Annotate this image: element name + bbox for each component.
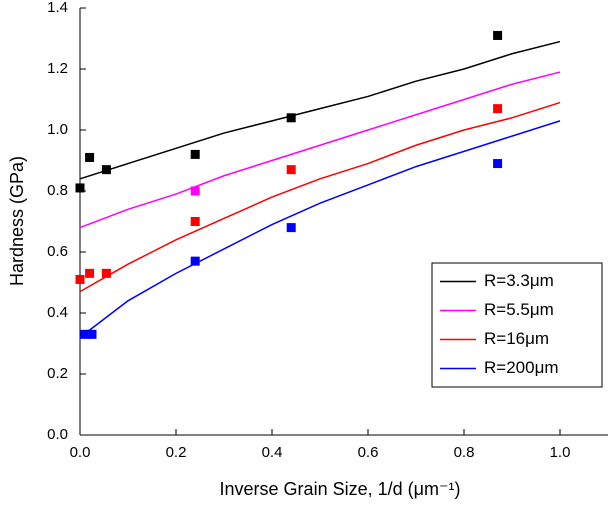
y-tick-label: 1.2: [47, 60, 68, 77]
fit-line: [79, 101, 561, 293]
y-tick-label: 0.4: [47, 304, 68, 321]
marker: [87, 329, 97, 339]
y-tick-label: 1.4: [47, 0, 68, 16]
legend-label: R=16μm: [484, 329, 549, 348]
y-tick-label: 0.6: [47, 243, 68, 260]
x-tick-label: 0.2: [166, 444, 187, 461]
x-tick-label: 0.6: [358, 444, 379, 461]
marker: [190, 149, 200, 159]
marker: [80, 329, 90, 339]
legend-label: R=200μm: [484, 358, 559, 377]
x-tick-label: 0.4: [262, 444, 283, 461]
fit-line: [79, 40, 561, 180]
marker: [190, 186, 200, 196]
y-tick-label: 1.0: [47, 121, 68, 138]
marker: [75, 183, 85, 193]
x-tick-label: 1.0: [550, 444, 571, 461]
x-axis-label: Inverse Grain Size, 1/d (μm⁻¹): [220, 479, 461, 499]
legend-label: R=5.5μm: [484, 300, 554, 319]
legend-label: R=3.3μm: [484, 271, 554, 290]
marker: [85, 152, 95, 162]
x-tick-label: 0.8: [454, 444, 475, 461]
fit-line: [79, 120, 561, 338]
marker: [493, 104, 503, 114]
marker: [75, 274, 85, 284]
marker: [286, 165, 296, 175]
marker: [101, 268, 111, 278]
legend-box: [431, 262, 603, 388]
marker: [493, 30, 503, 40]
y-tick-label: 0.0: [47, 426, 68, 443]
y-tick-label: 0.8: [47, 182, 68, 199]
marker: [286, 223, 296, 233]
fit-line: [79, 71, 561, 229]
y-axis-label: Hardness (GPa): [7, 156, 27, 286]
marker: [190, 256, 200, 266]
marker: [190, 217, 200, 226]
marker: [85, 268, 95, 278]
marker: [286, 113, 296, 123]
y-tick-label: 0.2: [47, 365, 68, 382]
x-tick-label: 0.0: [70, 444, 91, 461]
marker: [101, 165, 111, 175]
marker: [493, 159, 503, 169]
legend: R=3.3μm R=5.5μm R=16μm R=200μm: [431, 262, 603, 388]
